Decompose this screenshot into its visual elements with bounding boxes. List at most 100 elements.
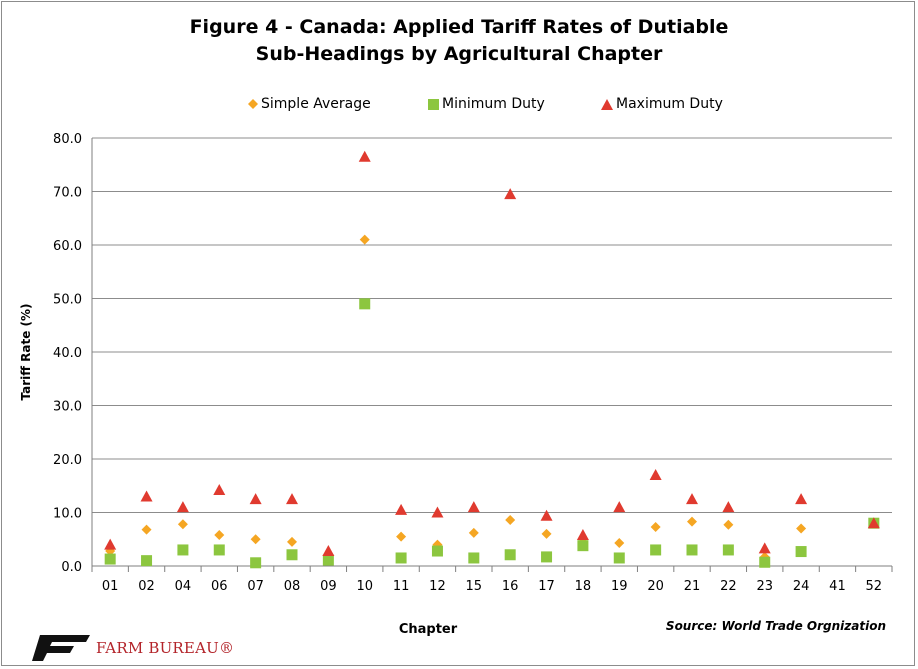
- chart-title: Figure 4 - Canada: Applied Tariff Rates …: [0, 14, 918, 68]
- maximum-duty-point: [104, 538, 117, 550]
- minimum-duty-point: [141, 555, 153, 567]
- x-tick-label: 15: [466, 579, 483, 594]
- minimum-duty-point: [650, 544, 662, 556]
- farm-bureau-logo: FARM BUREAU®: [30, 633, 234, 663]
- minimum-duty-point: [795, 546, 807, 558]
- x-tick-label: 01: [102, 579, 119, 594]
- triangle-marker-icon: [601, 98, 613, 110]
- x-tick-label: 17: [538, 579, 555, 594]
- maximum-duty-point: [140, 490, 153, 502]
- y-tick-label: 60.0: [53, 239, 82, 254]
- x-tick-label: 52: [866, 579, 883, 594]
- x-axis-label: Chapter: [398, 622, 458, 637]
- maximum-duty-point: [649, 469, 662, 481]
- y-tick-label: 40.0: [53, 346, 82, 361]
- minimum-duty-point: [504, 549, 516, 561]
- simple-average-point: [359, 234, 370, 245]
- y-tick-label: 80.0: [53, 132, 82, 147]
- simple-average-point: [177, 519, 188, 530]
- x-tick-label: 16: [502, 579, 519, 594]
- legend-label-maximum-duty: Maximum Duty: [616, 96, 723, 112]
- chart-title-line-1: Figure 4 - Canada: Applied Tariff Rates …: [189, 16, 729, 38]
- x-tick-label: 12: [429, 579, 446, 594]
- simple-average-point: [650, 521, 661, 532]
- minimum-duty-point: [613, 552, 625, 564]
- simple-average-point: [541, 528, 552, 539]
- farm-bureau-text: FARM BUREAU®: [96, 639, 235, 657]
- x-tick-label: 22: [720, 579, 737, 594]
- minimum-duty-point: [541, 551, 553, 563]
- legend-label-minimum-duty: Minimum Duty: [442, 96, 545, 112]
- maximum-duty-point: [613, 501, 626, 513]
- simple-average-point: [505, 514, 516, 525]
- minimum-duty-point: [577, 540, 589, 552]
- simple-average-point: [687, 516, 697, 527]
- x-tick-label: 10: [356, 579, 373, 594]
- source-note: Source: World Trade Orgnization: [665, 619, 886, 633]
- minimum-duty-point: [286, 549, 298, 561]
- legend-item-minimum-duty: Minimum Duty: [428, 96, 545, 112]
- x-tick-label: 21: [684, 579, 701, 594]
- x-tick-label: 08: [284, 579, 301, 594]
- simple-average-point: [396, 531, 407, 542]
- maximum-duty-point: [576, 528, 589, 540]
- y-tick-label: 20.0: [53, 453, 82, 468]
- maximum-duty-point: [467, 501, 480, 513]
- x-tick-label: 18: [575, 579, 592, 594]
- maximum-duty-point: [358, 150, 371, 162]
- maximum-duty-point: [249, 493, 262, 505]
- simple-average-point: [214, 529, 225, 540]
- y-tick-label: 50.0: [53, 293, 82, 308]
- x-tick-label: 06: [211, 579, 228, 594]
- x-tick-label: 09: [320, 579, 337, 594]
- maximum-duty-point: [395, 503, 408, 515]
- x-tick-label: 41: [829, 579, 846, 594]
- legend-label-simple-average: Simple Average: [261, 96, 371, 112]
- minimum-duty-point: [359, 298, 371, 310]
- y-tick-label: 0.0: [61, 560, 82, 575]
- maximum-duty-point: [686, 493, 698, 505]
- simple-average-point: [287, 536, 297, 547]
- minimum-duty-point: [759, 556, 771, 568]
- chart-title-line-2: Sub-Headings by Agricultural Chapter: [255, 43, 663, 65]
- minimum-duty-point: [250, 557, 262, 569]
- farm-bureau-emblem-icon: [32, 635, 90, 661]
- minimum-duty-point: [686, 544, 698, 556]
- minimum-duty-point: [431, 545, 443, 557]
- x-tick-label: 07: [247, 579, 264, 594]
- x-tick-label: 20: [647, 579, 664, 594]
- square-marker-icon: [428, 98, 439, 110]
- y-tick-label: 70.0: [53, 186, 82, 201]
- simple-average-point: [141, 524, 152, 535]
- maximum-duty-point: [213, 484, 226, 496]
- simple-average-point: [614, 537, 625, 548]
- maximum-duty-point: [758, 542, 771, 554]
- x-tick-label: 19: [611, 579, 628, 594]
- maximum-duty-point: [504, 188, 517, 200]
- maximum-duty-point: [722, 501, 735, 513]
- y-axis-label: Tariff Rate (%): [19, 303, 33, 401]
- simple-average-point: [796, 523, 807, 534]
- x-tick-label: 23: [756, 579, 773, 594]
- minimum-duty-point: [468, 552, 480, 564]
- x-tick-label: 02: [138, 579, 155, 594]
- simple-average-point: [468, 527, 479, 538]
- simple-average-point: [723, 519, 734, 530]
- legend: Simple Average Minimum Duty Maximum Duty: [0, 96, 918, 118]
- maximum-duty-point: [286, 493, 298, 505]
- minimum-duty-point: [213, 544, 225, 556]
- minimum-duty-point: [322, 554, 334, 566]
- x-tick-label: 24: [793, 579, 810, 594]
- maximum-duty-point: [322, 545, 335, 557]
- y-tick-label: 30.0: [53, 400, 82, 415]
- x-tick-label: 04: [175, 579, 192, 594]
- maximum-duty-point: [867, 517, 880, 529]
- y-tick-label: 10.0: [53, 507, 82, 522]
- simple-average-point: [250, 534, 261, 545]
- maximum-duty-point: [431, 506, 444, 518]
- legend-item-simple-average: Simple Average: [248, 96, 371, 112]
- minimum-duty-point: [177, 544, 189, 556]
- x-tick-label: 11: [393, 579, 410, 594]
